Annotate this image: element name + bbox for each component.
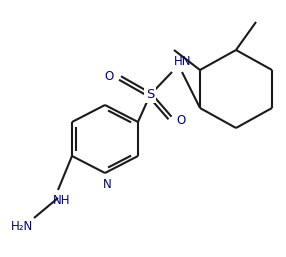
Text: O: O xyxy=(176,114,185,126)
Text: HN: HN xyxy=(174,55,192,68)
Text: NH: NH xyxy=(53,194,71,207)
Text: O: O xyxy=(105,69,114,82)
Text: S: S xyxy=(146,88,154,102)
Text: H₂N: H₂N xyxy=(11,220,33,233)
Text: N: N xyxy=(103,178,111,191)
